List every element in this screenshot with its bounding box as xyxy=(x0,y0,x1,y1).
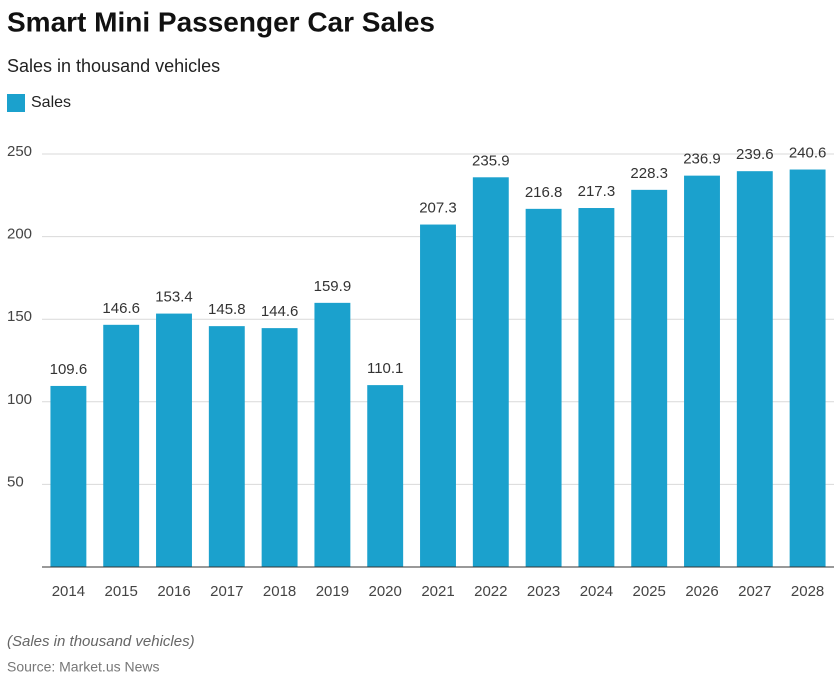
x-tick-label: 2021 xyxy=(421,583,454,600)
value-label: 145.8 xyxy=(208,301,246,318)
y-tick-label: 50 xyxy=(7,473,24,490)
bar xyxy=(578,208,615,568)
value-label: 144.6 xyxy=(261,303,299,320)
bar xyxy=(261,328,298,567)
value-label: 239.6 xyxy=(736,146,774,163)
bar xyxy=(525,208,562,567)
chart-subtitle: Sales in thousand vehicles xyxy=(7,56,220,76)
value-label: 109.6 xyxy=(50,361,88,378)
y-tick-label: 250 xyxy=(7,143,32,160)
x-tick-label: 2027 xyxy=(738,583,771,600)
bar xyxy=(789,169,826,567)
bar xyxy=(736,171,773,568)
bar xyxy=(472,177,509,567)
x-tick-label: 2017 xyxy=(210,583,243,600)
value-label: 159.9 xyxy=(314,278,352,295)
value-label: 146.6 xyxy=(102,300,140,317)
x-tick-label: 2020 xyxy=(369,583,402,600)
legend-swatch xyxy=(7,94,25,112)
bar xyxy=(367,385,404,567)
bar xyxy=(50,385,87,567)
x-tick-label: 2028 xyxy=(791,583,824,600)
x-tick-label: 2025 xyxy=(633,583,666,600)
y-tick-label: 200 xyxy=(7,226,32,243)
bar xyxy=(684,175,720,567)
value-label: 240.6 xyxy=(789,144,827,161)
x-tick-label: 2019 xyxy=(316,583,349,600)
y-tick-label: 100 xyxy=(7,391,32,408)
x-tick-label: 2023 xyxy=(527,583,560,600)
chart-title: Smart Mini Passenger Car Sales xyxy=(7,6,435,37)
bar xyxy=(420,224,456,567)
legend-label: Sales xyxy=(31,94,71,111)
x-tick-label: 2016 xyxy=(157,583,190,600)
x-tick-label: 2022 xyxy=(474,583,507,600)
source: Source: Market.us News xyxy=(7,659,160,675)
bar xyxy=(631,189,668,568)
x-tick-label: 2026 xyxy=(685,583,718,600)
x-tick-label: 2018 xyxy=(263,583,296,600)
value-label: 228.3 xyxy=(630,165,668,182)
value-label: 235.9 xyxy=(472,152,510,169)
x-tick-label: 2014 xyxy=(52,583,85,600)
bar xyxy=(156,313,192,567)
value-label: 153.4 xyxy=(155,289,193,306)
value-label: 216.8 xyxy=(525,184,563,201)
value-label: 236.9 xyxy=(683,151,721,168)
x-tick-label: 2024 xyxy=(580,583,613,600)
bar xyxy=(208,326,245,567)
bar xyxy=(314,302,351,567)
value-label: 207.3 xyxy=(419,200,457,217)
bar xyxy=(103,324,140,567)
x-tick-label: 2015 xyxy=(105,583,138,600)
footnote: (Sales in thousand vehicles) xyxy=(7,633,195,650)
value-label: 110.1 xyxy=(367,360,403,377)
value-label: 217.3 xyxy=(578,183,616,200)
y-tick-label: 150 xyxy=(7,308,32,325)
